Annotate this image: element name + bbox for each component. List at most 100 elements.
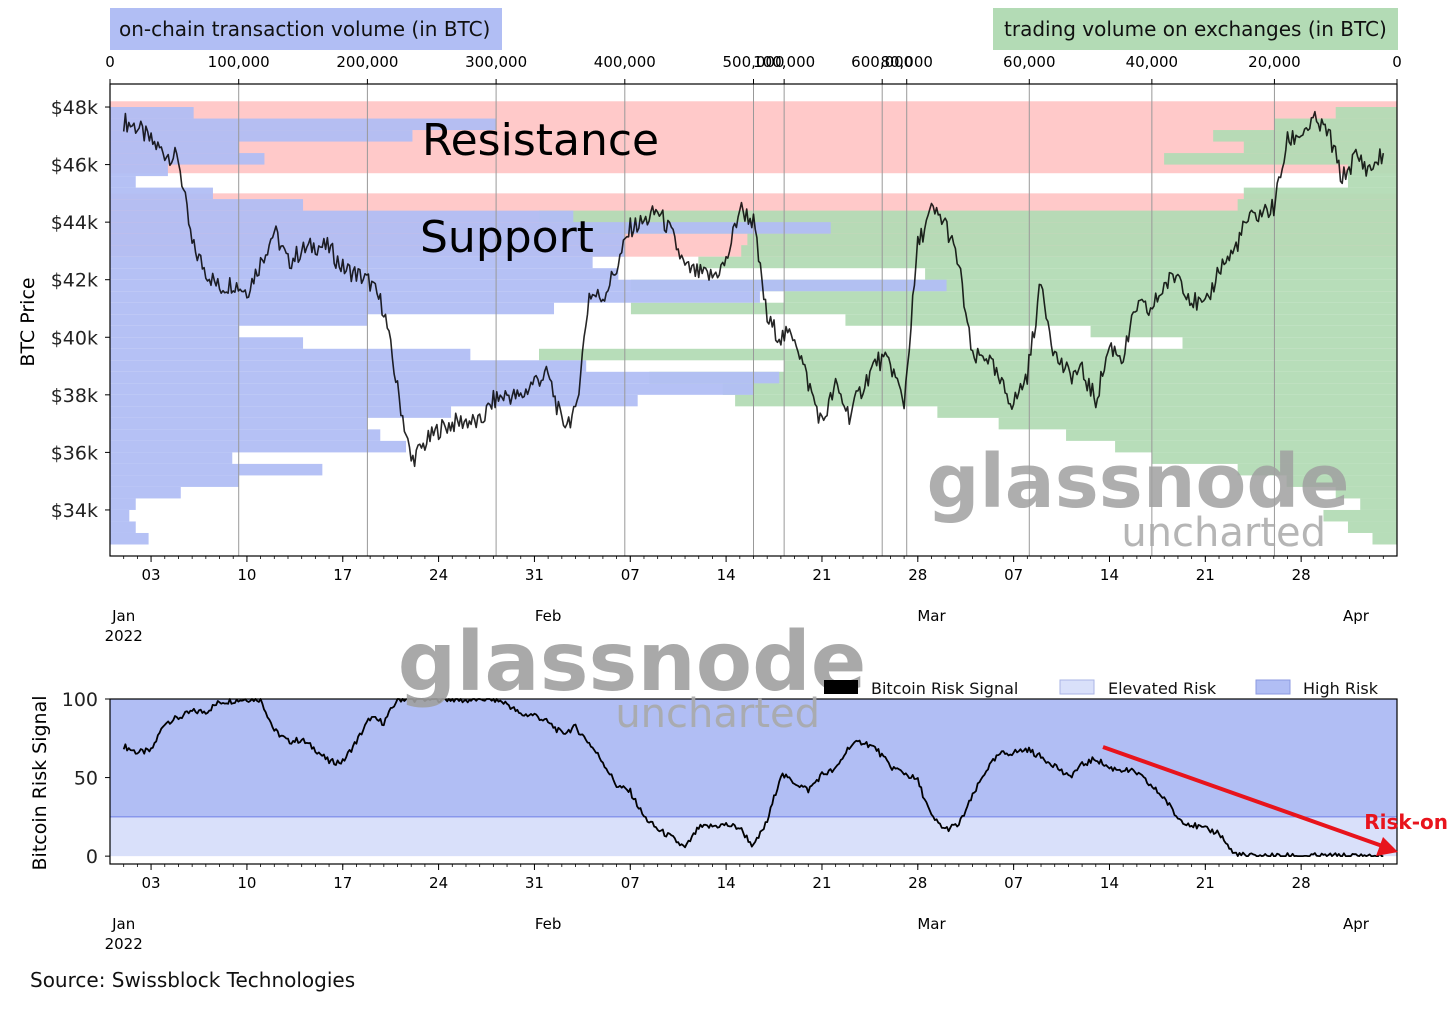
price-xtick-label: 21 [812,566,831,584]
exchange-volume-bar [1237,463,1397,476]
risk-xtick-label: 31 [525,874,544,892]
exchange-volume-bar [784,360,1397,372]
price-ytick-label: $36k [51,442,98,464]
volume-axis-gridlines [238,84,1275,556]
price-month-label: Feb [535,607,562,625]
exchange-volume-bar [735,394,1397,407]
price-xtick-label: 28 [1292,566,1311,584]
exchange-volume-bar [698,256,1397,269]
price-xtick-label: 07 [1004,566,1023,584]
risk-series-path [122,698,1384,857]
onchain-volume-bar [110,383,754,395]
onchain-volume-bar [110,291,760,303]
exchange-volume-bar [1347,521,1397,533]
price-ytick-label: $42k [51,270,98,292]
exchange-volume-bar [1213,130,1397,142]
risk-xtick-label: 21 [1196,874,1215,892]
glassnode-watermark-2: glassnode [398,615,867,710]
glassnode-watermark: glassnode [926,439,1349,525]
onchain-tick-label: 400,000 [594,53,656,71]
legend-label-elevated: Elevated Risk [1108,679,1217,698]
risk-ytick-label: 100 [62,689,98,711]
exchange-volume-bar [1360,498,1397,510]
onchain-volume-bar [110,153,265,165]
exchange-volume-bar [1164,153,1397,165]
price-series-path [122,110,1385,468]
onchain-volume-bar [110,118,497,131]
red-trend-arrow [1102,745,1398,856]
risk-ytick-label: 0 [86,846,98,868]
onchain-tick-label: 600,000 [851,53,913,71]
legend-label-risk-signal: Bitcoin Risk Signal [871,679,1018,698]
onchain-volume-bar [110,107,194,119]
risk-axis-title: Bitcoin Risk Signal [29,696,51,871]
price-xtick-label: 14 [1100,566,1119,584]
exchange-volume-bar [741,245,1397,257]
onchain-volume-bar [110,440,407,453]
exchange-volume-bar [1274,118,1397,131]
glassnode-watermark-2-sub: uncharted [615,691,820,737]
price-xtick-label: 28 [908,566,927,584]
exchange-volume-bar [998,417,1397,430]
resistance-label: Resistance [422,115,659,166]
onchain-tick-label: 200,000 [336,53,398,71]
onchain-volume-bar [110,325,239,338]
risk-xtick-label: 24 [429,874,448,892]
price-xtick-label: 07 [621,566,640,584]
onchain-header-box [110,8,502,50]
btc-price-line [122,110,1385,468]
exchange-tick-label: 0 [1392,53,1402,71]
exchange-volume-bar [1237,199,1397,211]
risk-xtick-label: 21 [812,874,831,892]
price-ytick-label: $40k [51,327,98,349]
risk-xtick-label: 07 [1004,874,1023,892]
exchange-volume-bar [937,406,1397,418]
trend-arrow-head [1376,837,1398,856]
price-ytick-label: $48k [51,97,98,119]
exchange-header-label: trading volume on exchanges (in BTC) [1004,17,1387,41]
price-ytick-label: $44k [51,212,98,234]
risk-xtick-label: 03 [142,874,161,892]
onchain-tick-label: 300,000 [465,53,527,71]
exchange-volume-bar [1335,107,1397,119]
exchange-volume-bar [1335,486,1397,499]
price-axis-title: BTC Price [17,277,39,366]
exchange-volume-bar [747,233,1397,246]
price-ytick-label: $46k [51,155,98,177]
onchain-volume-bar [110,337,304,349]
exchange-volume-bar [1115,440,1397,453]
onchain-volume-bar [110,176,136,188]
price-xtick-label: 17 [333,566,352,584]
onchain-tick-label: 100,000 [208,53,270,71]
onchain-volume-bar [110,222,831,234]
price-year-label: 2022 [105,627,143,645]
price-xtick-label: 31 [525,566,544,584]
onchain-volume-bar [110,429,381,441]
risk-month-label: Mar [917,915,946,933]
legend-label-high: High Risk [1303,679,1379,698]
exchange-volume-bar [1090,325,1397,338]
risk-month-label: Feb [535,915,562,933]
price-xtick-label: 21 [1196,566,1215,584]
risk-year-label: 2022 [105,935,143,953]
source-caption: Source: Swissblock Technologies [30,968,356,992]
price-xtick-label: 14 [717,566,736,584]
exchange-volume-bar [1286,475,1397,487]
onchain-volume-bar [110,199,304,211]
onchain-volume-bar [110,394,638,407]
band-elevated-risk [110,816,1397,857]
exchange-volume-bar [845,314,1397,326]
risk-month-label: Apr [1343,915,1370,933]
exchange-volume-bar [1243,141,1397,154]
onchain-volume-bar [110,164,168,177]
risk-axes: 0 50 100 03 10 17 24 31 07 14 21 28 07 14 21 28 Jan 2022 F… [62,689,1398,953]
exchange-volume-bar [569,222,1397,234]
risk-on-label: Risk-on [1364,810,1448,834]
onchain-volume-bar [110,406,452,418]
onchain-volume-bar [110,521,136,533]
price-month-label: Mar [917,607,946,625]
exchange-volume-bar [539,348,1397,361]
price-ytick-label: $34k [51,500,98,522]
onchain-volume-bar [110,360,587,372]
